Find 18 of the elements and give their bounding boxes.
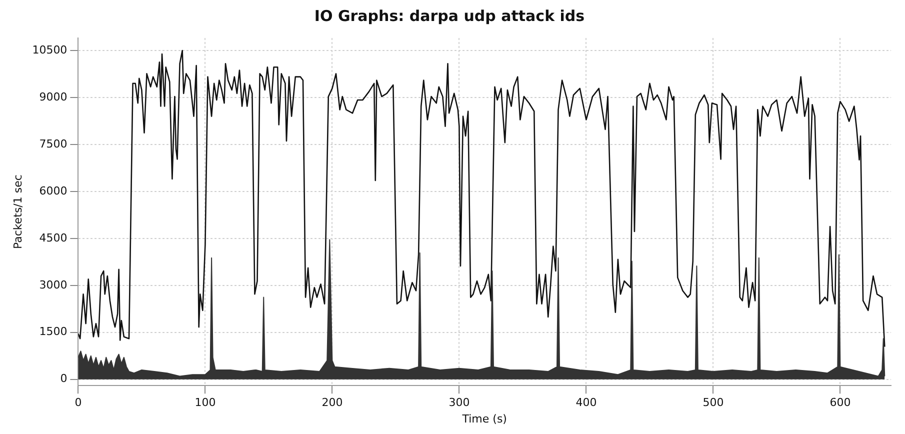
chart-title: IO Graphs: darpa udp attack ids — [314, 6, 585, 25]
x-tick-label: 200 — [322, 396, 343, 410]
x-tick-label: 100 — [194, 396, 216, 410]
y-tick-label: 4500 — [39, 231, 68, 244]
y-tick-label: 1500 — [39, 325, 68, 338]
x-tick-label: 400 — [576, 396, 597, 410]
y-tick-label: 3000 — [39, 278, 68, 292]
y-tick-label: 9000 — [39, 90, 68, 104]
x-tick-label: 500 — [702, 396, 724, 410]
y-tick-label: 10500 — [32, 43, 68, 56]
x-tick-label: 300 — [448, 396, 470, 410]
x-tick-label: 600 — [830, 396, 851, 410]
y-axis-title: Packets/1 sec — [11, 174, 24, 250]
y-tick-label: 6000 — [39, 184, 68, 198]
y-tick-label: 7500 — [39, 137, 68, 150]
y-tick-label: 0 — [60, 372, 68, 386]
x-tick-label: 0 — [74, 396, 82, 410]
x-axis-title: Time (s) — [461, 412, 507, 426]
